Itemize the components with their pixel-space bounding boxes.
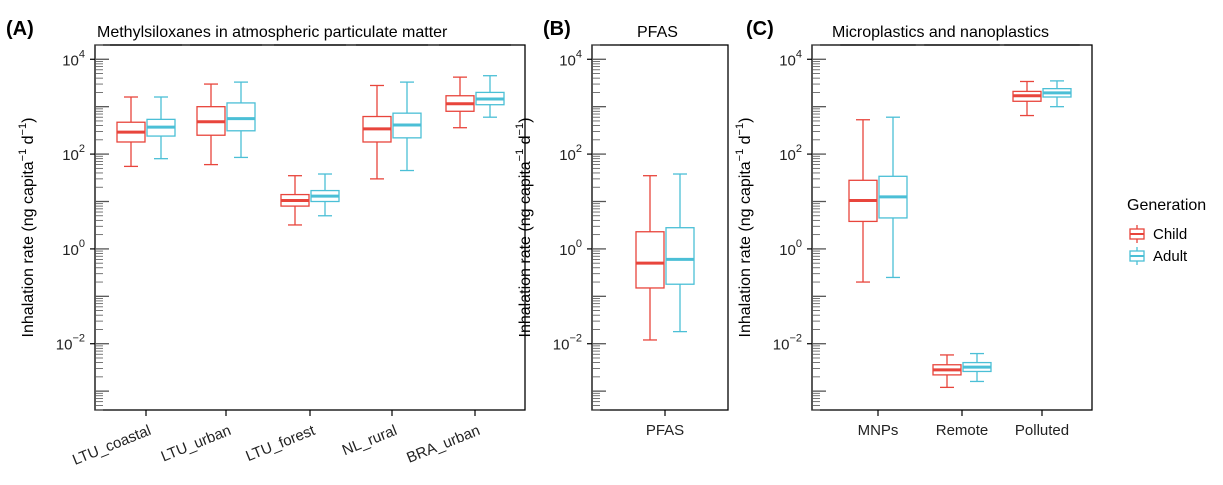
x-tick-label: Remote <box>936 422 989 439</box>
box-adult <box>1042 80 1072 108</box>
panel-title-c: Microplastics and nanoplastics <box>832 24 1049 41</box>
box-child <box>932 354 962 389</box>
y-axis-label: Inhalation rate (ng capita−1 d−1) <box>17 118 37 338</box>
legend-item-child: Child <box>1129 225 1187 243</box>
y-tick-label: 104 <box>62 48 85 69</box>
x-tick-label: NL_rural <box>340 422 400 459</box>
box-child <box>280 175 310 226</box>
box-child <box>445 76 475 129</box>
legend: Generation Child Adult <box>1127 197 1206 265</box>
box-child <box>362 84 392 180</box>
box-adult <box>962 352 992 383</box>
box-adult <box>310 173 340 217</box>
box-adult <box>392 81 422 172</box>
y-axis-label: Inhalation rate (ng capita−1 d−1) <box>514 118 534 338</box>
legend-items: Child Adult <box>1129 225 1188 265</box>
y-tick-label: 102 <box>779 143 802 164</box>
y-tick-label: 102 <box>62 143 85 164</box>
legend-label: Child <box>1153 226 1187 243</box>
y-tick-label: 100 <box>779 238 802 259</box>
y-tick-label: 104 <box>559 48 582 69</box>
box-child <box>848 119 878 283</box>
panel-letter-c: (C) <box>746 18 774 40</box>
box-adult <box>878 116 908 279</box>
y-tick-label: 10−2 <box>56 333 85 354</box>
x-tick-label: PFAS <box>646 422 684 439</box>
x-tick-label: LTU_urban <box>159 422 234 465</box>
y-tick-label: 104 <box>779 48 802 69</box>
box-adult <box>665 173 695 333</box>
x-tick-label: BRA_urban <box>404 422 482 467</box>
x-tick-label: LTU_coastal <box>70 422 153 469</box>
y-axis-label: Inhalation rate (ng capita−1 d−1) <box>734 118 754 338</box>
legend-label: Adult <box>1153 248 1188 265</box>
y-tick-label: 100 <box>62 238 85 259</box>
panel-2: 10−2 100 102 104 Inhalation rate (ng capita−… <box>514 44 729 439</box>
plot-frame <box>591 44 729 411</box>
legend-title: Generation <box>1127 197 1206 214</box>
panel-title-a: Methylsiloxanes in atmospheric particula… <box>97 24 448 41</box>
box-child <box>1012 80 1042 117</box>
panel-title-b: PFAS <box>637 24 678 41</box>
y-tick-label: 100 <box>559 238 582 259</box>
box-child <box>196 83 226 166</box>
box-child <box>116 96 146 168</box>
legend-item-adult: Adult <box>1129 247 1188 265</box>
box-iqr <box>665 227 695 285</box>
panels: 10−2 100 102 104 Inhalation rate (ng capita−… <box>17 44 1093 469</box>
box-adult <box>475 75 505 118</box>
panel-3: 10−2 100 102 104 Inhalation rate (ng capita−… <box>734 44 1093 439</box>
box-iqr <box>226 102 256 132</box>
x-tick-label: LTU_forest <box>243 422 318 465</box>
x-tick-label: Polluted <box>1015 422 1069 439</box>
panel-letter-a: (A) <box>6 18 34 40</box>
box-iqr <box>635 231 665 289</box>
box-child <box>635 175 665 341</box>
x-tick-label: MNPs <box>858 422 899 439</box>
y-tick-label: 10−2 <box>553 333 582 354</box>
panel-1: 10−2 100 102 104 Inhalation rate (ng capita−… <box>17 44 526 469</box>
box-adult <box>226 81 256 159</box>
y-tick-label: 102 <box>559 143 582 164</box>
panel-letter-b: (B) <box>543 18 571 40</box>
box-adult <box>146 96 176 160</box>
y-tick-label: 10−2 <box>773 333 802 354</box>
